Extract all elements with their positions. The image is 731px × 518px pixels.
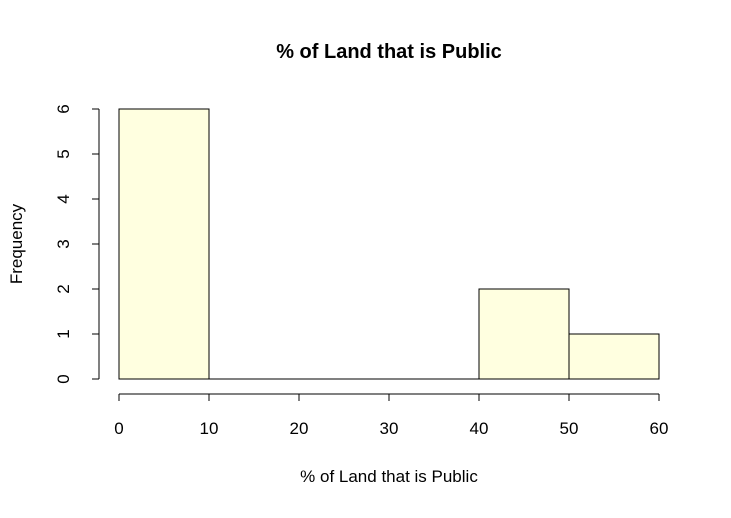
x-tick-label: 30 <box>380 419 399 438</box>
y-tick-label: 6 <box>54 104 73 113</box>
y-axis-label: Frequency <box>7 203 26 284</box>
y-tick-label: 5 <box>54 149 73 158</box>
x-tick-label: 50 <box>560 419 579 438</box>
x-axis: 0 10 20 30 40 50 60 <box>114 393 669 438</box>
x-tick-label: 20 <box>290 419 309 438</box>
histogram-bar-4 <box>478 288 570 380</box>
x-axis-label: % of Land that is Public <box>300 467 478 486</box>
y-tick-label: 4 <box>54 194 73 203</box>
y-tick-label: 3 <box>54 239 73 248</box>
bars-layer <box>118 108 660 380</box>
x-tick-label: 40 <box>470 419 489 438</box>
x-tick-label: 10 <box>200 419 219 438</box>
x-tick-label: 60 <box>650 419 669 438</box>
y-tick-label: 1 <box>54 329 73 338</box>
histogram-bar-5 <box>568 333 660 380</box>
chart-title: % of Land that is Public <box>276 41 502 63</box>
y-tick-label: 0 <box>54 374 73 383</box>
y-axis: 0 1 2 3 4 5 6 <box>54 104 100 384</box>
x-tick-label: 0 <box>114 419 123 438</box>
y-tick-label: 2 <box>54 284 73 293</box>
histogram-bar-0 <box>118 108 210 380</box>
